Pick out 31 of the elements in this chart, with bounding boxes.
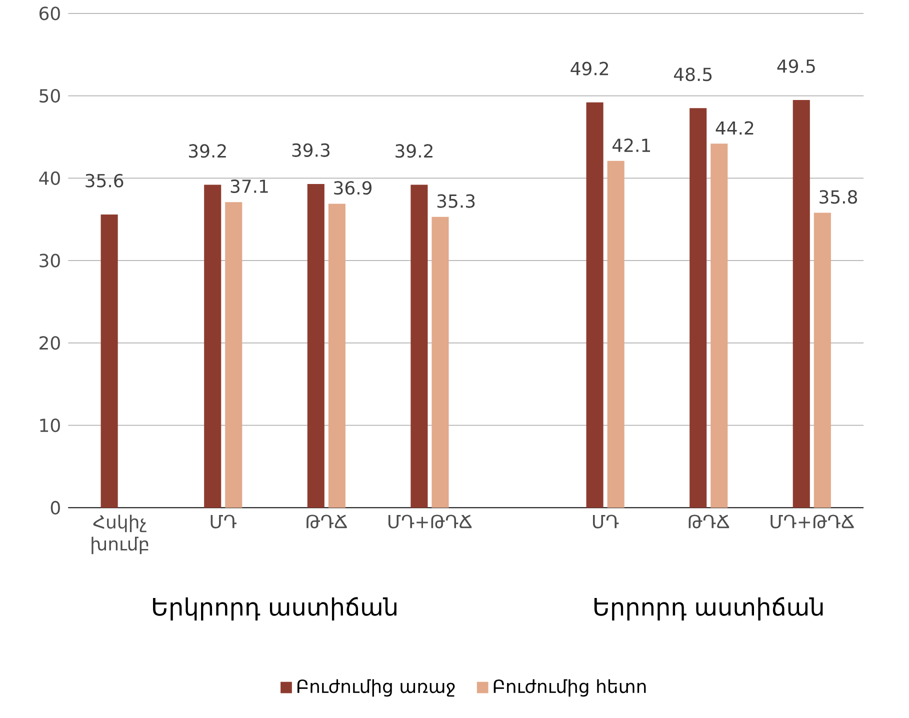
text: Երրորդ աստիճան: [594, 597, 823, 621]
data-label: 39.2: [189, 144, 226, 158]
text: Երկրորդ աստիճան: [153, 597, 396, 621]
data-label: 44.2: [716, 121, 754, 135]
data-label: 37.1: [230, 179, 268, 194]
data-label: 39.3: [292, 143, 330, 157]
data-label: 35.6: [86, 174, 124, 188]
x-tick-label: ԹԴՃ: [688, 514, 730, 528]
x-tick-label: ԹԴՃ: [306, 514, 347, 528]
x-tick-label: ՄԴ: [210, 514, 236, 528]
x-tick-label: Հսկիչ խումբ: [92, 514, 148, 554]
y-tick-label: 50: [40, 89, 60, 103]
x-tick-label: ՄԴ+ԹԴՃ: [770, 514, 854, 528]
y-tick-label: 0: [50, 500, 60, 515]
data-label: 49.2: [570, 62, 608, 76]
data-label: 35.8: [820, 190, 858, 204]
legend-label: Բուժումից առաջ: [297, 679, 455, 697]
x-tick-label: ՄԴ: [593, 514, 619, 528]
data-label: 48.5: [674, 68, 712, 82]
x-tick-label: ՄԴ+ԹԴՃ: [388, 514, 472, 528]
y-tick-label: 30: [40, 254, 60, 268]
y-tick-label: 40: [39, 171, 60, 186]
data-label: 42.1: [612, 138, 650, 152]
y-tick-label: 20: [40, 336, 60, 350]
data-label: 39.2: [396, 144, 432, 158]
data-label: 35.3: [437, 194, 475, 208]
y-tick-label: 10: [40, 418, 60, 432]
legend-label: Բուժումից հետո: [494, 679, 646, 697]
data-label: 49.5: [777, 59, 815, 73]
data-label: 36.9: [334, 181, 372, 195]
y-tick-label: 60: [40, 6, 60, 20]
